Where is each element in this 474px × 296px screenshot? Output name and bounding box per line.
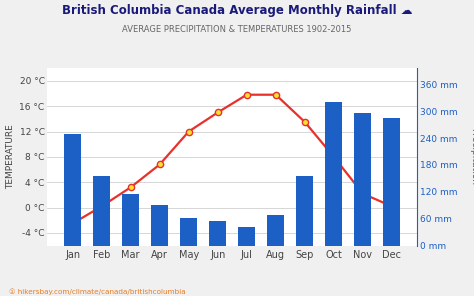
Bar [355,113,371,246]
Bar [93,176,110,246]
Text: AVERAGE PRECIPITATION & TEMPERATURES 1902-2015: AVERAGE PRECIPITATION & TEMPERATURES 190… [122,25,352,34]
Bar [296,176,313,246]
Y-axis label: TEMPERATURE: TEMPERATURE [6,125,15,189]
Bar [180,218,197,246]
Bar [64,134,81,246]
Bar [210,221,226,246]
Bar [326,102,342,246]
Bar [383,118,401,246]
Text: ① hikersbay.com/climate/canada/britishcolumbia: ① hikersbay.com/climate/canada/britishco… [9,288,186,295]
Text: British Columbia Canada Average Monthly Rainfall ☁: British Columbia Canada Average Monthly … [62,4,412,17]
Y-axis label: Precipitation: Precipitation [469,128,474,185]
Bar [238,227,255,246]
Bar [151,205,168,246]
Bar [267,215,284,246]
Bar [122,194,139,246]
